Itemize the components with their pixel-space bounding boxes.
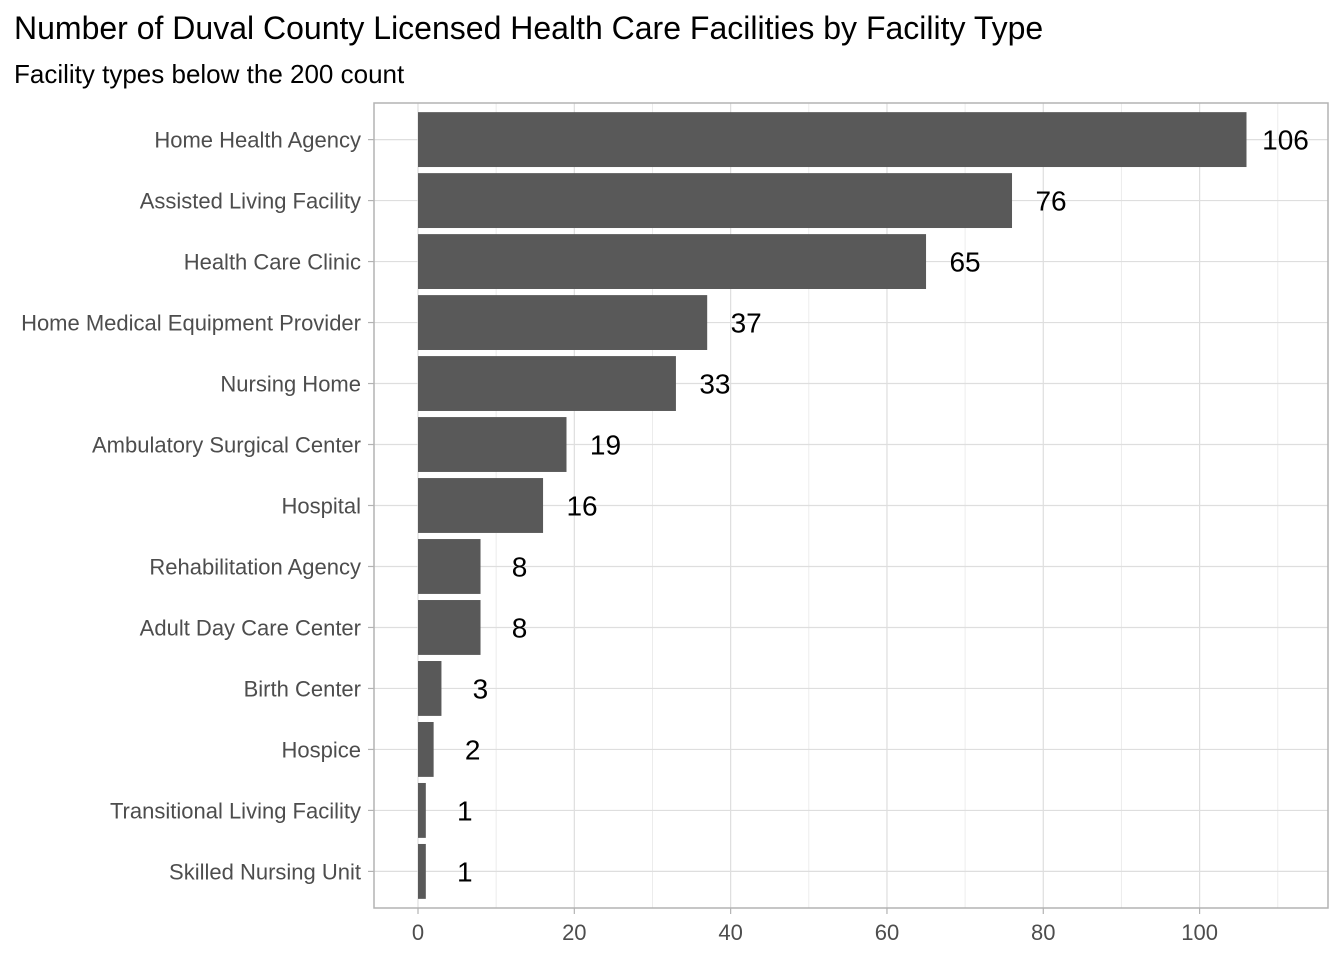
x-tick-label: 60 xyxy=(875,920,899,945)
data-label: 1 xyxy=(457,795,473,826)
data-label: 19 xyxy=(590,430,621,461)
bar xyxy=(418,721,434,777)
bar xyxy=(418,295,708,350)
x-tick-label: 40 xyxy=(718,920,742,945)
data-label: 37 xyxy=(731,308,762,339)
category-label: Adult Day Care Center xyxy=(140,615,361,640)
bar xyxy=(418,173,1013,229)
category-label: Ambulatory Surgical Center xyxy=(92,433,361,458)
bar xyxy=(418,112,1247,168)
chart-subtitle: Facility types below the 200 count xyxy=(14,59,405,89)
data-label: 76 xyxy=(1035,186,1066,217)
data-label: 1 xyxy=(457,856,473,887)
bar xyxy=(418,478,544,533)
data-label: 16 xyxy=(566,491,597,522)
category-label: Skilled Nursing Unit xyxy=(169,859,361,884)
bar xyxy=(418,661,442,716)
bar xyxy=(418,356,676,411)
bar xyxy=(418,843,426,899)
data-label: 106 xyxy=(1262,125,1309,156)
data-label: 3 xyxy=(473,673,489,704)
data-label: 8 xyxy=(512,551,528,582)
x-tick-label: 100 xyxy=(1181,920,1218,945)
category-label: Nursing Home xyxy=(220,372,361,397)
x-tick-label: 0 xyxy=(412,920,424,945)
category-label: Health Care Clinic xyxy=(184,250,361,275)
bar xyxy=(418,600,481,655)
data-label: 33 xyxy=(699,369,730,400)
bar xyxy=(418,234,927,290)
category-label: Birth Center xyxy=(244,676,361,701)
x-tick-label: 80 xyxy=(1031,920,1055,945)
x-tick-label: 20 xyxy=(562,920,586,945)
data-label: 8 xyxy=(512,612,528,643)
category-label: Transitional Living Facility xyxy=(110,798,361,823)
bar xyxy=(418,539,481,594)
bar xyxy=(418,417,567,472)
data-label: 65 xyxy=(949,247,980,278)
chart-title: Number of Duval County Licensed Health C… xyxy=(14,10,1044,46)
category-label: Home Health Agency xyxy=(154,128,361,153)
category-label: Hospital xyxy=(282,494,361,519)
category-label: Home Medical Equipment Provider xyxy=(21,311,361,336)
category-label: Rehabilitation Agency xyxy=(149,554,361,579)
category-label: Assisted Living Facility xyxy=(140,189,361,214)
bar xyxy=(418,782,426,838)
category-label: Hospice xyxy=(282,737,361,762)
data-label: 2 xyxy=(465,734,481,765)
